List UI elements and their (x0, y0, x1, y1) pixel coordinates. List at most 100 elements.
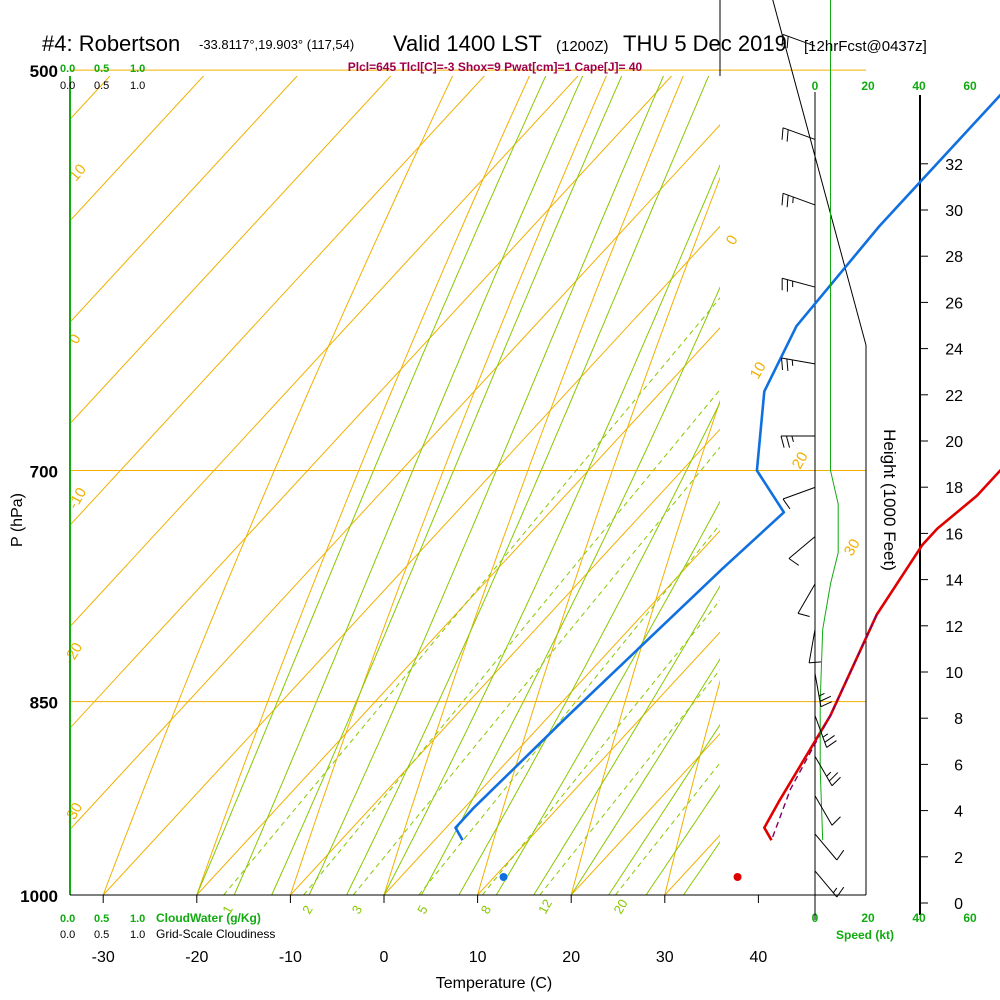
isotherm-line (102, 225, 720, 895)
mixing-ratio-label: 2 (299, 903, 316, 917)
height-tick-label: 20 (945, 434, 963, 451)
isotherm-line (70, 76, 673, 729)
wind-barb-staff (814, 715, 828, 748)
wind-barb-flag (797, 612, 810, 617)
dry-adiabat-label: 10 (747, 359, 770, 382)
pressure-tick-label: 500 (30, 62, 58, 81)
dry-adiabat-label: -30 (61, 800, 87, 827)
temp-tick-label: 0 (380, 949, 389, 966)
isotherm-line (383, 530, 720, 895)
wind-barb-flag (781, 357, 784, 370)
wind-barb-staff (782, 486, 816, 500)
dry-adiabat-label: -20 (61, 640, 87, 667)
cloudwater-scale-bottom-1: 0.5 (94, 913, 109, 925)
wind-barb-flag (832, 887, 838, 894)
speed-tick-label-bottom: 60 (963, 911, 977, 925)
pressure-tick-label: 1000 (20, 887, 58, 906)
moist-adiabat-line (570, 658, 720, 895)
wind-barb-flag (826, 771, 832, 777)
height-tick-label: 0 (954, 896, 963, 913)
wind-barb-staff (814, 870, 838, 898)
wind-barb-flag (826, 740, 837, 748)
cloudwater-scale-top-2: 1.0 (130, 63, 145, 75)
dry-adiabat-label: 0 (723, 232, 742, 248)
pressure-tick-label: 850 (30, 694, 58, 713)
height-tick-label: 12 (945, 619, 963, 636)
dry-adiabat-line (664, 679, 720, 895)
wind-barb-flag (818, 693, 825, 697)
temp-tick-label: 30 (656, 949, 674, 966)
wind-barb-flag (819, 695, 832, 702)
mixing-ratio-label: 3 (349, 903, 366, 917)
height-tick-label: 28 (945, 249, 963, 266)
height-tick-label: 8 (954, 711, 963, 728)
height-tick-label: 24 (945, 342, 963, 359)
height-axis-label: Height (1000 Feet) (880, 429, 899, 571)
wind-barb-flag (782, 498, 791, 510)
height-tick-label: 30 (945, 203, 963, 220)
moist-adiabat-line (533, 584, 720, 895)
moist-adiabat-line (383, 163, 720, 895)
station-title: #4: Robertson (42, 31, 180, 56)
cloudwater-scale-top-0: 0.0 (60, 63, 75, 75)
isotherm-line (570, 732, 720, 895)
wind-barb-staff (814, 833, 838, 861)
isotherm-line (196, 327, 720, 895)
surface-temperature-dot (733, 873, 742, 882)
grid-layer: 1235812202503004005007008501000100-10-20… (20, 0, 1000, 966)
mixing-ratio-line (352, 446, 720, 895)
moist-adiabat-line (308, 76, 664, 895)
height-tick-label: 18 (945, 480, 963, 497)
speed-tick-label-top: 0 (812, 79, 819, 93)
speed-tick-label-top: 20 (861, 79, 875, 93)
parcel-line (770, 614, 878, 841)
moist-adiabat-line (420, 286, 720, 895)
wind-barb-staff (797, 583, 816, 614)
wind-barb-flag (781, 127, 784, 140)
dry-adiabat-line (570, 399, 720, 895)
temp-tick-label: 10 (469, 949, 487, 966)
wind-barb-flag (792, 197, 794, 204)
dry-adiabat-label: 20 (789, 449, 812, 472)
wind-barb-flag (831, 776, 841, 787)
mixing-ratio-line (615, 762, 720, 895)
dry-adiabat-label: 30 (841, 536, 864, 559)
moist-adiabat-line (458, 401, 720, 895)
wind-barb-flag (831, 816, 841, 826)
wind-barb-flag (781, 34, 784, 47)
isotherm-line (290, 428, 720, 895)
x-axis-label: Temperature (C) (436, 975, 552, 992)
height-tick-label: 4 (954, 804, 963, 821)
isotherm-line (70, 124, 720, 831)
temp-tick-label: -10 (279, 949, 302, 966)
wind-barb-flag (820, 701, 832, 708)
temp-tick-label: 40 (750, 949, 768, 966)
dry-adiabat-label: 0 (66, 331, 85, 347)
moist-adiabat-line (608, 723, 720, 895)
series-layer (454, 93, 1000, 882)
wind-barb-flag (780, 435, 785, 448)
isotherm-line (852, 0, 1000, 895)
speed-tick-label-bottom: 40 (912, 911, 926, 925)
dewpoint-line (454, 93, 1000, 841)
wind-barb-flag (824, 735, 835, 743)
utc-time: (1200Z) (556, 38, 609, 55)
surface-dewpoint-dot (499, 873, 508, 882)
isotherm-line (477, 631, 720, 895)
dry-adiabat-line (383, 76, 684, 895)
cloudiness-label: Grid-Scale Cloudiness (156, 927, 275, 941)
wind-layer (780, 0, 845, 898)
dry-adiabat-line (289, 76, 607, 895)
moist-adiabat-line (495, 500, 720, 895)
moist-adiabat-line (346, 76, 710, 895)
cloudiness-scale-top-0: 0.0 (60, 80, 75, 92)
height-tick-label: 16 (945, 526, 963, 543)
station-coords: -33.8117°,19.903° (117,54) (199, 37, 354, 52)
height-tick-label: 6 (954, 757, 963, 774)
dry-adiabat-line (852, 0, 1000, 895)
speed-tick-label-top: 40 (912, 79, 926, 93)
wind-speed-profile-line (819, 0, 839, 841)
mixing-ratio-line (482, 599, 720, 895)
y-axis-label: P (hPa) (9, 493, 26, 547)
cloudwater-scale-top-1: 0.5 (94, 63, 109, 75)
